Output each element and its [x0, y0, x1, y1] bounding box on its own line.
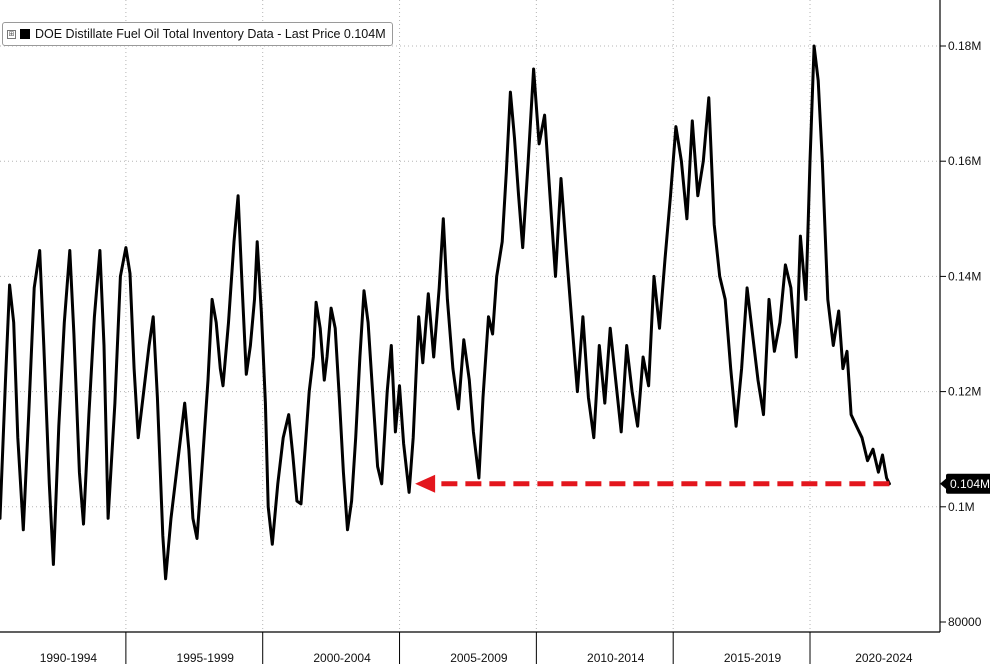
legend-swatch	[20, 29, 30, 39]
series-line-distillate-inventory	[0, 44, 891, 581]
x-tick-label: 2015-2019	[724, 651, 782, 664]
y-tick-label: 0.14M	[948, 269, 981, 283]
x-axis-ticks: 1990-1994 1995-1999 2000-2004 2005-2009 2010…	[40, 632, 913, 664]
y-tick-label: 0.16M	[948, 154, 981, 168]
last-price-label: 0.104M	[950, 477, 990, 491]
legend-toggle-icon[interactable]: ⊞	[7, 29, 16, 39]
x-tick-label: 1990-1994	[40, 651, 98, 664]
y-tick-label: 0.1M	[948, 500, 975, 514]
y-tick-label: 80000	[948, 615, 982, 629]
x-tick-label: 2005-2009	[450, 651, 508, 664]
y-tick-label: 0.12M	[948, 385, 981, 399]
legend-label: DOE Distillate Fuel Oil Total Inventory …	[35, 27, 386, 41]
x-tick-label: 1995-1999	[177, 651, 235, 664]
arrow-head	[415, 474, 436, 493]
x-tick-label: 2010-2014	[587, 651, 645, 664]
y-tick-label: 0.18M	[948, 39, 981, 53]
last-price-arrow	[415, 474, 890, 493]
x-tick-label: 2020-2024	[855, 651, 913, 664]
y-axis-ticks: 0.18M 0.16M 0.14M 0.12M 0.1M 80000	[940, 39, 982, 629]
x-tick-label: 2000-2004	[313, 651, 371, 664]
legend[interactable]: ⊞ DOE Distillate Fuel Oil Total Inventor…	[2, 22, 393, 46]
last-price-badge-box	[946, 473, 990, 494]
last-price-badge-pointer	[940, 477, 947, 490]
last-price-badge: 0.104M	[940, 473, 990, 494]
